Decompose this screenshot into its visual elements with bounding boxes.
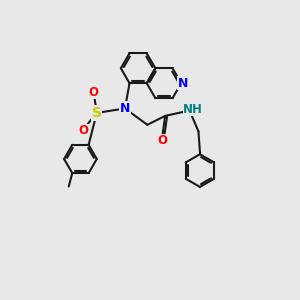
Text: O: O [157, 134, 167, 147]
Text: N: N [178, 77, 188, 90]
Text: O: O [78, 124, 88, 137]
Text: S: S [92, 106, 102, 120]
Text: O: O [89, 85, 99, 99]
Text: N: N [120, 102, 130, 115]
Text: NH: NH [183, 103, 203, 116]
